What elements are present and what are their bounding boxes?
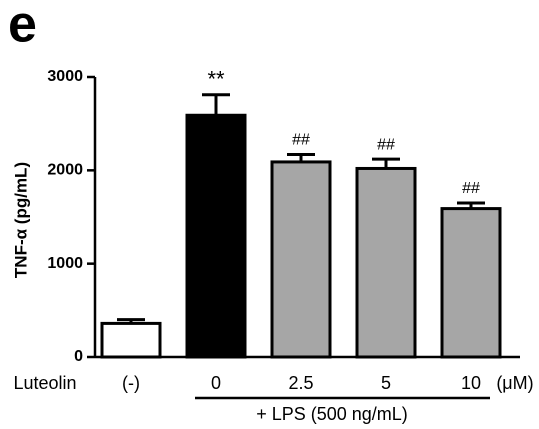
panel-label: e — [8, 0, 37, 54]
bar — [440, 207, 502, 359]
bar — [270, 160, 332, 359]
x-tick-label: (-) — [122, 373, 140, 393]
annotation: ## — [462, 180, 480, 197]
x-tick-label: 2.5 — [288, 373, 313, 393]
y-tick-label: 3000 — [47, 68, 83, 85]
y-tick-label: 0 — [74, 348, 83, 365]
x-suffix: (μM) — [496, 373, 533, 393]
annotation: ** — [207, 67, 225, 92]
annotation: ## — [292, 132, 310, 149]
x-tick-label: 5 — [381, 373, 391, 393]
y-tick-label: 1000 — [47, 255, 83, 272]
bar — [100, 321, 162, 359]
bar — [355, 166, 417, 359]
group-label: + LPS (500 ng/mL) — [256, 404, 408, 424]
x-prefix: Luteolin — [13, 373, 76, 393]
bar — [185, 113, 247, 359]
annotation: ## — [377, 136, 395, 153]
y-axis-label: TNF-α (pg/mL) — [11, 162, 30, 278]
x-tick-label: 10 — [461, 373, 481, 393]
x-tick-label: 0 — [211, 373, 221, 393]
y-tick-label: 2000 — [47, 162, 83, 179]
